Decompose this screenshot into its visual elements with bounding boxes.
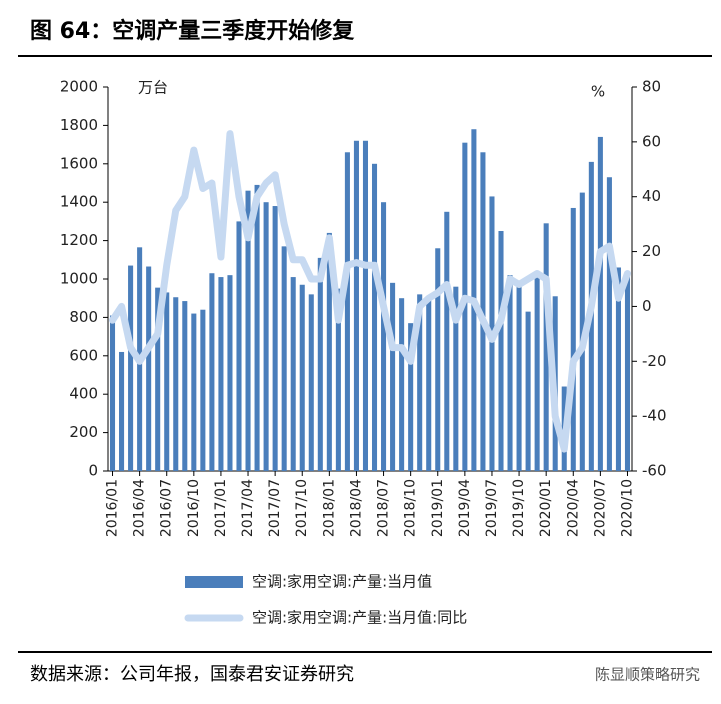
x-tick-label: 2020/01	[538, 479, 554, 537]
x-tick-label: 2016/04	[132, 479, 148, 537]
bar	[381, 202, 387, 471]
bar	[534, 277, 540, 471]
x-tick-label: 2019/04	[457, 479, 473, 537]
bar	[417, 294, 423, 471]
x-tick-label: 2016/10	[186, 479, 202, 537]
x-tick-label: 2018/01	[321, 479, 337, 537]
bar	[146, 266, 152, 471]
y-tick-label: 1600	[60, 154, 98, 172]
bar	[326, 232, 332, 471]
bar	[399, 298, 405, 471]
y-tick-label: 0	[88, 462, 98, 480]
bar	[290, 277, 296, 471]
bar	[498, 231, 504, 471]
bar	[272, 206, 278, 472]
bar	[371, 163, 378, 472]
y2-unit: %	[591, 83, 605, 101]
x-tick-label: 2017/01	[213, 479, 229, 537]
x-tick-label: 2016/07	[159, 479, 175, 537]
bar	[299, 284, 305, 471]
bar	[426, 298, 432, 471]
x-tick-label: 2017/07	[267, 479, 283, 537]
y-tick-label: 2000	[60, 78, 98, 96]
x-tick-label: 2017/04	[240, 479, 256, 537]
x-tick-label: 2019/10	[511, 479, 527, 537]
bar	[317, 257, 323, 471]
x-tick-label: 2019/07	[484, 479, 500, 537]
y-tick-label: 1200	[60, 231, 98, 249]
bar	[254, 184, 260, 472]
y2-tick-label: 0	[642, 297, 652, 315]
watermark: 陈显顺策略研究	[595, 666, 700, 684]
bar	[444, 211, 450, 472]
y-tick-label: 800	[69, 308, 98, 326]
bar	[615, 267, 621, 471]
bar	[453, 286, 459, 471]
bar	[308, 294, 314, 471]
x-tick-label: 2019/01	[430, 479, 446, 537]
bar	[109, 315, 116, 471]
bar	[209, 273, 215, 471]
x-tick-label: 2020/07	[592, 479, 608, 537]
y2-tick-label: -40	[642, 407, 667, 425]
bar	[543, 223, 549, 471]
y-tick-label: 600	[69, 346, 98, 364]
bar	[408, 323, 414, 471]
bar	[245, 190, 251, 471]
bar	[335, 288, 341, 471]
bar	[119, 351, 125, 471]
bar	[480, 152, 486, 471]
bar	[344, 152, 350, 471]
line	[109, 130, 631, 453]
legend-label: 空调:家用空调:产量:当月值	[252, 573, 432, 591]
y2-tick-label: 40	[642, 187, 661, 205]
bar	[182, 301, 188, 471]
x-tick-label: 2020/04	[565, 479, 581, 537]
bar	[128, 265, 134, 471]
x-tick-label: 2018/10	[403, 479, 419, 537]
y2-tick-label: 60	[642, 132, 661, 150]
bar	[227, 275, 233, 471]
x-tick-label: 2018/07	[376, 479, 392, 537]
y-tick-label: 1000	[60, 270, 98, 288]
y2-tick-label: -60	[642, 462, 667, 480]
y-unit: 万台	[138, 79, 168, 97]
x-tick-label: 2017/10	[294, 479, 310, 537]
bar	[390, 282, 396, 471]
bar	[516, 280, 522, 471]
source: 数据来源：公司年报，国泰君安证券研究	[30, 664, 354, 685]
y2-tick-label: 20	[642, 242, 661, 260]
bar	[597, 136, 603, 472]
x-tick-label: 2016/01	[105, 479, 121, 537]
legend-swatch	[185, 576, 243, 588]
bar	[525, 311, 531, 471]
bar	[263, 202, 269, 471]
bar	[173, 297, 179, 471]
bar	[218, 277, 224, 471]
bar	[200, 309, 206, 471]
y2-tick-label: -20	[642, 352, 667, 370]
x-tick-label: 2020/10	[619, 479, 635, 537]
bar	[435, 248, 441, 471]
y-tick-label: 1800	[60, 116, 98, 134]
bar	[606, 177, 612, 472]
y2-tick-label: 80	[642, 78, 661, 96]
legend-label: 空调:家用空调:产量:当月值:同比	[252, 609, 467, 627]
bar	[570, 207, 576, 471]
bar	[362, 140, 369, 471]
chart-title: 图 64：空调产量三季度开始修复	[30, 18, 355, 44]
bar	[155, 287, 161, 471]
bar	[624, 271, 631, 471]
bar	[191, 313, 197, 471]
bar	[164, 292, 170, 471]
y-tick-label: 1400	[60, 193, 98, 211]
bar	[353, 140, 359, 471]
y-tick-label: 400	[69, 385, 98, 403]
x-tick-label: 2018/04	[348, 479, 364, 537]
bar	[507, 275, 513, 471]
bar	[281, 246, 287, 471]
y-tick-label: 200	[69, 423, 98, 441]
bar	[236, 221, 242, 471]
